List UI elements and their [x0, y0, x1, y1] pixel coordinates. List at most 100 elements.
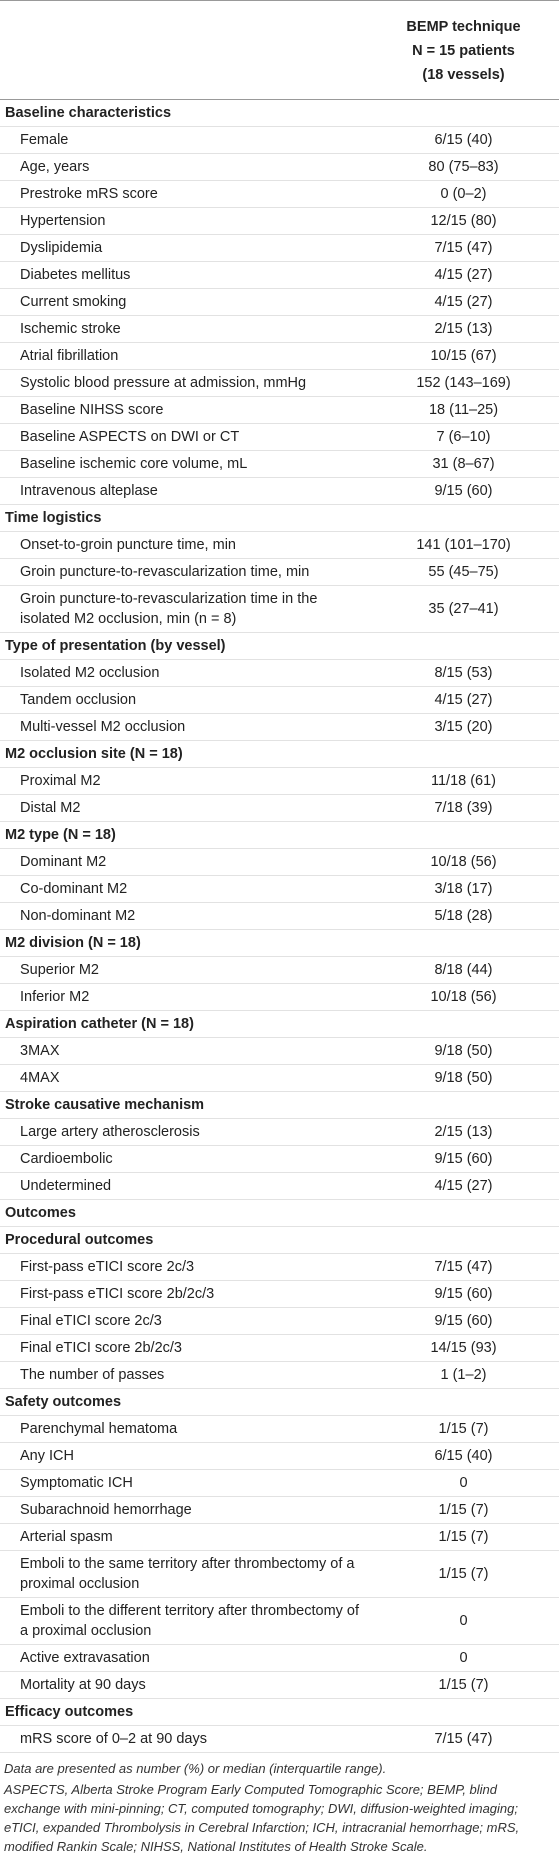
row-value: 11/18 (61): [368, 767, 559, 795]
data-row: Dominant M2 10/18 (56): [0, 848, 559, 876]
section-label: Aspiration catheter (N = 18): [0, 1010, 368, 1038]
data-row: First-pass eTICI score 2b/2c/3 9/15 (60): [0, 1280, 559, 1308]
section-row: Outcomes: [0, 1199, 559, 1227]
row-label: Atrial fibrillation: [0, 342, 368, 370]
data-row: Non-dominant M2 5/18 (28): [0, 902, 559, 930]
table-body: Baseline characteristics Female 6/15 (40) A…: [0, 99, 559, 1753]
row-value: 10/18 (56): [368, 983, 559, 1011]
row-value: 3/18 (17): [368, 875, 559, 903]
row-value: 6/15 (40): [368, 126, 559, 154]
row-label: Onset-to-groin puncture time, min: [0, 531, 368, 559]
section-label: Outcomes: [0, 1199, 368, 1227]
row-value: 4/15 (27): [368, 288, 559, 316]
row-label: Hypertension: [0, 207, 368, 235]
row-value: 141 (101–170): [368, 531, 559, 559]
row-value: 1/15 (7): [368, 1671, 559, 1699]
data-row: Final eTICI score 2b/2c/3 14/15 (93): [0, 1334, 559, 1362]
section-row: M2 type (N = 18): [0, 821, 559, 849]
row-value: 7/15 (47): [368, 1253, 559, 1281]
section-label: M2 division (N = 18): [0, 929, 368, 957]
row-label: Female: [0, 126, 368, 154]
row-label: Emboli to the different territory after …: [0, 1597, 368, 1645]
data-row: Inferior M2 10/18 (56): [0, 983, 559, 1011]
row-label: mRS score of 0–2 at 90 days: [0, 1725, 368, 1753]
row-label: Non-dominant M2: [0, 902, 368, 930]
data-row: Onset-to-groin puncture time, min 141 (10…: [0, 531, 559, 559]
empty-cell: [368, 1388, 559, 1416]
section-row: Stroke causative mechanism: [0, 1091, 559, 1119]
row-label: Parenchymal hematoma: [0, 1415, 368, 1443]
section-row: Baseline characteristics: [0, 99, 559, 127]
row-label: The number of passes: [0, 1361, 368, 1389]
section-label: Procedural outcomes: [0, 1226, 368, 1254]
empty-cell: [368, 1199, 559, 1227]
row-value: 1/15 (7): [368, 1415, 559, 1443]
row-value: 4/15 (27): [368, 1172, 559, 1200]
row-label: Diabetes mellitus: [0, 261, 368, 289]
header-blank: [0, 0, 368, 100]
row-value: 152 (143–169): [368, 369, 559, 397]
row-value: 9/15 (60): [368, 1280, 559, 1308]
section-label: Type of presentation (by vessel): [0, 632, 368, 660]
empty-cell: [368, 99, 559, 127]
data-row: Prestroke mRS score 0 (0–2): [0, 180, 559, 208]
row-value: 35 (27–41): [368, 585, 559, 633]
data-row: Large artery atherosclerosis 2/15 (13): [0, 1118, 559, 1146]
data-row: Subarachnoid hemorrhage 1/15 (7): [0, 1496, 559, 1524]
data-row: Emboli to the same territory after throm…: [0, 1550, 559, 1598]
data-row: Active extravasation 0: [0, 1644, 559, 1672]
row-value: 80 (75–83): [368, 153, 559, 181]
data-row: Diabetes mellitus 4/15 (27): [0, 261, 559, 289]
row-value: 1/15 (7): [368, 1523, 559, 1551]
data-row: Age, years 80 (75–83): [0, 153, 559, 181]
data-row: Isolated M2 occlusion 8/15 (53): [0, 659, 559, 687]
row-value: 8/15 (53): [368, 659, 559, 687]
section-row: Safety outcomes: [0, 1388, 559, 1416]
row-label: Large artery atherosclerosis: [0, 1118, 368, 1146]
footnote: Data are presented as number (%) or medi…: [4, 1761, 387, 1776]
row-label: Superior M2: [0, 956, 368, 984]
data-row: Distal M2 7/18 (39): [0, 794, 559, 822]
row-value: 9/15 (60): [368, 477, 559, 505]
row-value: 9/15 (60): [368, 1145, 559, 1173]
row-label: Distal M2: [0, 794, 368, 822]
data-row: Any ICH 6/15 (40): [0, 1442, 559, 1470]
row-label: 4MAX: [0, 1064, 368, 1092]
row-value: 7/15 (47): [368, 1725, 559, 1753]
data-row: Intravenous alteplase 9/15 (60): [0, 477, 559, 505]
section-row: Time logistics: [0, 504, 559, 532]
row-value: 5/18 (28): [368, 902, 559, 930]
row-label: Arterial spasm: [0, 1523, 368, 1551]
data-row: 4MAX 9/18 (50): [0, 1064, 559, 1092]
section-label: Safety outcomes: [0, 1388, 368, 1416]
empty-cell: [368, 929, 559, 957]
data-row: Ischemic stroke 2/15 (13): [0, 315, 559, 343]
data-row: Symptomatic ICH 0: [0, 1469, 559, 1497]
section-label: M2 occlusion site (N = 18): [0, 740, 368, 768]
row-label: Baseline ischemic core volume, mL: [0, 450, 368, 478]
row-value: 1/15 (7): [368, 1496, 559, 1524]
section-row: M2 division (N = 18): [0, 929, 559, 957]
data-row: Tandem occlusion 4/15 (27): [0, 686, 559, 714]
row-label: Age, years: [0, 153, 368, 181]
row-label: Multi-vessel M2 occlusion: [0, 713, 368, 741]
row-label: Groin puncture-to-revascularization time…: [0, 585, 368, 633]
data-row: The number of passes 1 (1–2): [0, 1361, 559, 1389]
header-line: BEMP technique: [406, 19, 521, 35]
data-row: Parenchymal hematoma 1/15 (7): [0, 1415, 559, 1443]
row-value: 0: [368, 1644, 559, 1672]
empty-cell: [368, 504, 559, 532]
row-value: 12/15 (80): [368, 207, 559, 235]
row-value: 4/15 (27): [368, 261, 559, 289]
row-label: Dyslipidemia: [0, 234, 368, 262]
data-row: Baseline NIHSS score 18 (11–25): [0, 396, 559, 424]
row-value: 6/15 (40): [368, 1442, 559, 1470]
data-row: Atrial fibrillation 10/15 (67): [0, 342, 559, 370]
row-label: Ischemic stroke: [0, 315, 368, 343]
row-value: 0 (0–2): [368, 180, 559, 208]
data-row: Emboli to the different territory after …: [0, 1597, 559, 1645]
row-label: Current smoking: [0, 288, 368, 316]
empty-cell: [368, 740, 559, 768]
row-label: First-pass eTICI score 2c/3: [0, 1253, 368, 1281]
data-row: mRS score of 0–2 at 90 days 7/15 (47): [0, 1725, 559, 1753]
